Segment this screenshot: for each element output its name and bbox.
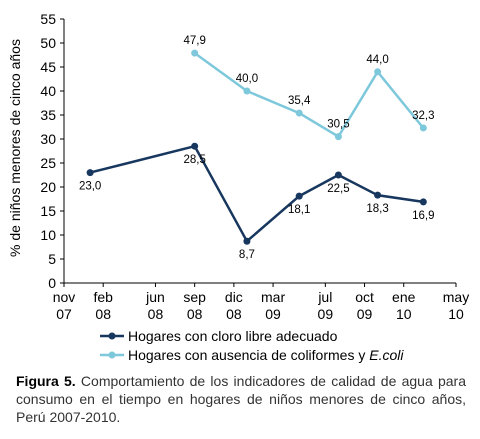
data-label: 35,4 <box>288 95 311 107</box>
y-tick-label: 35 <box>40 107 56 123</box>
data-label: 47,9 <box>183 35 205 47</box>
y-axis-label-group: % de niños menores de cinco años <box>7 39 23 257</box>
data-point <box>243 237 251 245</box>
data-label: 18,3 <box>366 203 388 215</box>
x-tick-label-month: ene <box>392 289 416 305</box>
caption-label: Figura 5. <box>16 373 76 389</box>
legend-label: Hogares con ausencia de coliformes y E.c… <box>128 347 404 363</box>
y-ticks: 0 5 10 15 20 25 30 35 40 45 50 55 <box>40 11 64 291</box>
x-tick-label-month: nov <box>53 289 76 305</box>
caption-text: Comportamiento de los indicadores de cal… <box>16 373 466 425</box>
legend-label-text: Hogares con cloro libre adecuado <box>128 328 338 344</box>
x-tick-label-month: oct <box>355 289 374 305</box>
x-tick-label-year: 07 <box>56 306 72 322</box>
legend-item-2: Hogares con ausencia de coliformes y E.c… <box>100 347 404 363</box>
x-tick-label-year: 08 <box>226 306 242 322</box>
x-tick-label-year: 08 <box>187 306 203 322</box>
data-point <box>374 191 382 199</box>
axes <box>63 19 456 284</box>
data-point <box>191 49 199 57</box>
data-point <box>334 171 342 179</box>
legend-item-1: Hogares con cloro libre adecuado <box>100 328 338 344</box>
y-tick-label: 55 <box>40 11 56 27</box>
y-tick-label: 45 <box>40 59 56 75</box>
legend-swatch-marker <box>108 332 116 340</box>
data-point <box>243 87 251 95</box>
x-tick-label-year: 09 <box>265 306 281 322</box>
data-label: 18,1 <box>288 204 310 216</box>
legend-swatch-marker <box>108 351 116 359</box>
x-tick-label-year: 08 <box>148 306 164 322</box>
x-tick-label-month: jun <box>145 289 165 305</box>
x-tick-label-year: 09 <box>318 306 334 322</box>
data-point <box>419 198 427 206</box>
data-label: 30,5 <box>327 119 349 131</box>
line-chart: % de niños menores de cinco años 0 5 10 15 2… <box>7 11 469 363</box>
legend: Hogares con cloro libre adecuado Hogares … <box>100 328 404 363</box>
data-label: 44,0 <box>366 54 388 66</box>
legend-label: Hogares con cloro libre adecuado <box>128 328 338 344</box>
y-tick-label: 50 <box>40 35 56 51</box>
x-tick-label-month: mar <box>261 289 285 305</box>
x-tick-label-month: jul <box>317 289 332 305</box>
x-tick-label-year: 10 <box>448 306 464 322</box>
y-tick-label: 25 <box>40 155 56 171</box>
x-tick-label-month: feb <box>93 289 113 305</box>
x-tick-label-year: 10 <box>396 306 412 322</box>
x-tick-label-year: 08 <box>95 306 111 322</box>
y-tick-label: 30 <box>40 131 56 147</box>
figure-caption: Figura 5. Comportamiento de los indicado… <box>16 372 466 426</box>
data-label: 22,5 <box>327 183 349 195</box>
data-point <box>334 133 342 141</box>
y-tick-label: 15 <box>40 203 56 219</box>
x-tick-label-month: dic <box>225 289 243 305</box>
y-tick-label: 0 <box>48 275 56 291</box>
legend-label-italic: E.coli <box>369 347 404 363</box>
data-point <box>191 142 199 150</box>
legend-label-text: Hogares con ausencia de coliformes y <box>128 347 369 363</box>
x-tick-label-month: may <box>443 289 469 305</box>
y-tick-label: 5 <box>48 251 56 267</box>
series-layer: 23,0 28,5 8,7 18,1 22,5 18,3 16,9 47,9 40,0 35,4 3… <box>79 35 435 261</box>
data-label: 16,9 <box>412 210 434 222</box>
data-label: 23,0 <box>79 181 101 193</box>
data-point <box>374 68 382 76</box>
series-1: 23,0 28,5 8,7 18,1 22,5 18,3 16,9 <box>79 142 435 261</box>
data-point <box>86 169 94 177</box>
data-point <box>295 192 303 200</box>
data-label: 8,7 <box>239 249 255 261</box>
y-tick-label: 40 <box>40 83 56 99</box>
data-point <box>295 109 303 117</box>
data-label: 28,5 <box>183 154 205 166</box>
series-2: 47,9 40,0 35,4 30,5 44,0 32,3 <box>183 35 435 141</box>
y-tick-label: 20 <box>40 179 56 195</box>
series-line <box>193 52 425 138</box>
y-tick-label: 10 <box>40 227 56 243</box>
data-label: 32,3 <box>412 110 434 122</box>
x-ticks: nov07feb08jun08sep08dic08mar09jul09oct09… <box>53 283 469 322</box>
y-axis-label: % de niños menores de cinco años <box>7 39 23 257</box>
data-point <box>419 124 427 132</box>
x-tick-label-year: 09 <box>357 306 373 322</box>
data-label: 40,0 <box>236 73 258 85</box>
series-line <box>89 144 424 243</box>
x-tick-label-month: sep <box>183 289 206 305</box>
